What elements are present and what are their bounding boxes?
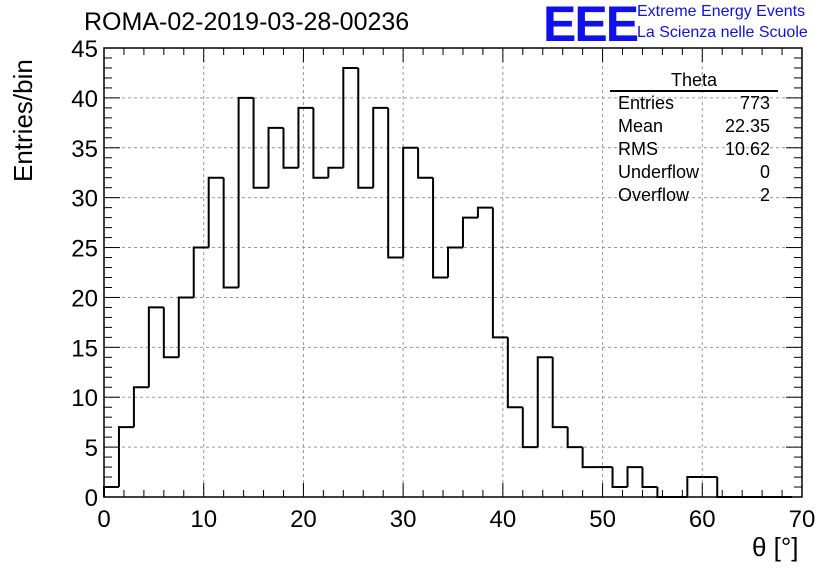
histogram-bin bbox=[566, 427, 583, 449]
histogram-bin bbox=[282, 127, 299, 169]
histogram-bin bbox=[207, 176, 224, 248]
y-tick-label: 25 bbox=[71, 236, 98, 263]
histogram-bin bbox=[402, 146, 419, 258]
y-tick-label: 0 bbox=[85, 485, 98, 512]
histogram-bin bbox=[267, 126, 284, 188]
stats-row-rms: RMS 10.62 bbox=[610, 138, 778, 161]
histogram-bin bbox=[476, 206, 493, 218]
y-tick-label: 15 bbox=[71, 335, 98, 362]
x-tick-label: 70 bbox=[789, 506, 816, 533]
x-tick-label: 0 bbox=[97, 506, 110, 533]
histogram-bin bbox=[626, 466, 643, 488]
histogram-bin bbox=[461, 216, 478, 248]
y-tick-label: 40 bbox=[71, 86, 98, 113]
y-tick-label: 35 bbox=[71, 136, 98, 163]
histogram-bin bbox=[551, 357, 568, 429]
histogram-bin bbox=[417, 147, 434, 179]
histogram-bin bbox=[716, 477, 733, 498]
histogram-bin bbox=[491, 207, 508, 339]
histogram-bin bbox=[581, 447, 598, 469]
histogram-bin bbox=[117, 426, 134, 488]
stats-label: RMS bbox=[618, 139, 658, 159]
x-tick-label: 40 bbox=[490, 506, 517, 533]
eee-logo: EEE bbox=[543, 0, 639, 52]
histogram-bin bbox=[611, 467, 628, 489]
y-tick-label: 45 bbox=[71, 36, 98, 63]
stats-value: 22.35 bbox=[724, 116, 770, 136]
histogram-bin bbox=[342, 66, 359, 168]
histogram-bin bbox=[192, 246, 209, 298]
stats-value: 773 bbox=[739, 93, 770, 113]
histogram-bin bbox=[536, 356, 553, 448]
stats-row-entries: Entries 773 bbox=[610, 92, 778, 115]
stats-box-title: Theta bbox=[610, 70, 778, 92]
histogram-bin bbox=[162, 307, 179, 359]
y-tick-label: 10 bbox=[71, 385, 98, 412]
stats-box: Theta Entries 773 Mean 22.35 RMS 10.62 U… bbox=[610, 70, 778, 207]
y-tick-label: 5 bbox=[85, 435, 98, 462]
histogram-bin bbox=[521, 407, 538, 449]
histogram-bin bbox=[252, 97, 269, 189]
stats-value: 10.62 bbox=[724, 139, 770, 159]
x-tick-label: 30 bbox=[390, 506, 417, 533]
histogram-bin bbox=[312, 107, 329, 179]
run-title: ROMA-02-2019-03-28-00236 bbox=[84, 8, 410, 36]
histogram-bin bbox=[641, 467, 658, 489]
x-tick-label: 20 bbox=[290, 506, 317, 533]
stats-row-underflow: Underflow 0 bbox=[610, 161, 778, 184]
stats-value: 0 bbox=[759, 162, 770, 182]
stats-label: Underflow bbox=[618, 162, 700, 182]
histogram-bin bbox=[432, 177, 449, 279]
logo-text-line2: La Scienza nelle Scuole bbox=[637, 24, 808, 41]
x-tick-label: 10 bbox=[190, 506, 217, 533]
histogram-bin bbox=[506, 337, 523, 409]
histogram-bin bbox=[656, 487, 673, 498]
stats-row-mean: Mean 22.35 bbox=[610, 115, 778, 138]
histogram-bin bbox=[237, 96, 254, 288]
histogram-bin bbox=[132, 386, 149, 428]
histogram-bin bbox=[297, 106, 314, 168]
histogram-bin bbox=[147, 306, 164, 388]
x-tick-label: 50 bbox=[589, 506, 616, 533]
stats-row-overflow: Overflow 2 bbox=[610, 184, 778, 207]
stats-label: Entries bbox=[618, 93, 675, 113]
x-tick-label: 60 bbox=[689, 506, 716, 533]
histogram-bin bbox=[686, 476, 703, 497]
logo-text-line1: Extreme Energy Events bbox=[637, 3, 806, 20]
y-tick-label: 20 bbox=[71, 285, 98, 312]
histogram-bin bbox=[387, 107, 404, 259]
histogram-bin bbox=[103, 486, 119, 497]
histogram-bin bbox=[177, 296, 194, 358]
y-tick-label: 30 bbox=[71, 186, 98, 213]
histogram-bin bbox=[372, 106, 389, 188]
stats-label: Mean bbox=[618, 116, 664, 136]
histogram-bin bbox=[357, 67, 374, 189]
plot-frame bbox=[103, 47, 803, 498]
histogram-bin bbox=[222, 177, 239, 289]
stats-value: 2 bbox=[759, 185, 770, 205]
x-axis-label: θ [°] bbox=[752, 532, 799, 562]
histogram-bin bbox=[327, 166, 344, 178]
stats-label: Overflow bbox=[618, 185, 690, 205]
histogram-bin bbox=[447, 246, 463, 278]
